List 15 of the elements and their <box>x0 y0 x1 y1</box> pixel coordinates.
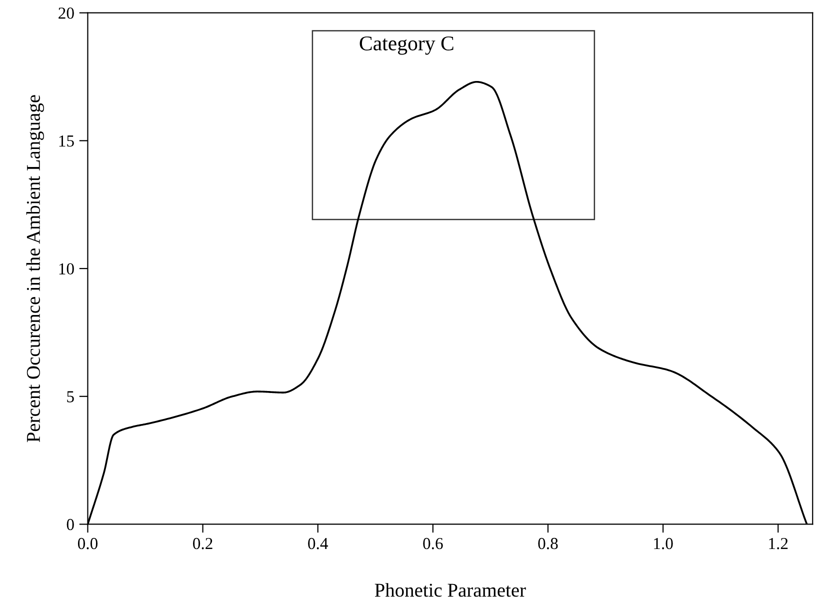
x-tick-label: 0.6 <box>423 538 443 550</box>
y-tick-label: 0 <box>66 518 74 530</box>
y-axis-title: Percent Occurence in the Ambient Language <box>26 95 44 442</box>
y-tick-label: 15 <box>59 135 74 147</box>
x-tick-label: 1.2 <box>769 538 788 550</box>
x-axis-title: Phonetic Parameter <box>374 583 526 597</box>
x-tick-label: 0.0 <box>78 538 98 550</box>
y-tick-label: 20 <box>58 8 74 19</box>
x-tick-label: 0.8 <box>538 538 558 550</box>
x-tick-label: 1.0 <box>654 538 673 550</box>
y-tick-label: 5 <box>67 391 74 402</box>
annotation: Category C <box>360 36 454 55</box>
x-tick-label: 0.2 <box>193 538 212 550</box>
y-tick-label: 10 <box>59 263 74 274</box>
x-tick-label: 0.4 <box>308 538 328 550</box>
